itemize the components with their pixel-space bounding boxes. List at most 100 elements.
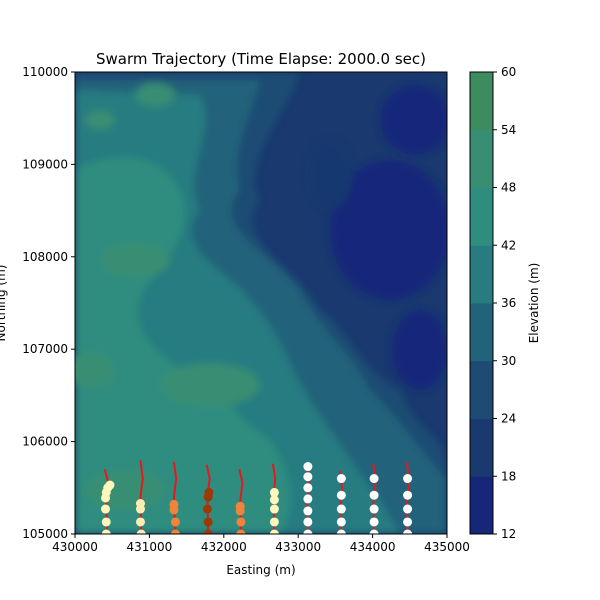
agent-marker <box>303 494 313 504</box>
colorbar-band <box>470 360 493 419</box>
agent-marker <box>369 517 379 527</box>
colorbar-label: Elevation (m) <box>527 263 541 344</box>
colorbar-tick-label: 12 <box>501 527 516 541</box>
agent-marker <box>369 529 379 534</box>
y-tick-label: 108000 <box>22 250 68 264</box>
trajectory-line <box>139 459 144 534</box>
y-tick-label: 105000 <box>22 527 68 541</box>
agent-marker <box>202 504 212 514</box>
agent-marker <box>204 487 214 497</box>
agent-marker <box>303 517 313 527</box>
agent-marker <box>236 517 246 527</box>
colorbar-band <box>470 303 493 362</box>
agent-marker <box>203 517 213 527</box>
agent-marker <box>269 487 279 497</box>
colorbar-band <box>470 187 493 246</box>
agent-marker <box>369 504 379 514</box>
contour-peak-4 <box>85 470 165 510</box>
colorbar-band <box>470 245 493 304</box>
colorbar-bands <box>470 72 493 535</box>
agent-marker <box>403 490 413 500</box>
agent-marker <box>403 504 413 514</box>
contour-low-3 <box>392 310 447 390</box>
contour-peak-5 <box>85 110 115 130</box>
agent-marker <box>235 501 245 511</box>
contour-peak-1 <box>160 363 260 407</box>
agent-marker <box>136 529 146 534</box>
colorbar: 12 18 24 30 36 42 48 54 60 Elevation (m) <box>469 65 541 541</box>
agent-marker <box>303 529 313 534</box>
colorbar-band <box>470 129 493 188</box>
trajectory-line <box>205 464 211 534</box>
y-tick-label: 106000 <box>22 435 68 449</box>
y-axis-label: Northing (m) <box>0 265 8 342</box>
plot-area <box>75 72 447 534</box>
agent-marker <box>101 529 111 534</box>
colorbar-band <box>470 418 493 477</box>
colorbar-ticks: 12 18 24 30 36 42 48 54 60 <box>493 65 516 541</box>
agent-marker <box>105 480 115 490</box>
plot-frame <box>74 71 448 535</box>
y-tick-label: 109000 <box>22 157 68 171</box>
agent-marker <box>135 517 145 527</box>
elevation-contours <box>75 72 447 534</box>
agent-marker <box>135 499 145 509</box>
contour-peak-2 <box>100 242 170 278</box>
x-tick-label: 433000 <box>275 540 321 554</box>
x-tick-label: 430000 <box>52 540 98 554</box>
agent-marker <box>101 517 111 527</box>
y-tick-label: 107000 <box>22 342 68 356</box>
agent-marker <box>336 474 346 484</box>
colorbar-tick-label: 36 <box>501 296 516 310</box>
agent-marker <box>336 504 346 514</box>
agent-marker <box>303 472 313 482</box>
agent-marker <box>236 529 246 534</box>
agent-marker <box>101 504 111 514</box>
x-axis-ticks: 430000 431000 432000 433000 434000 435000 <box>52 534 470 554</box>
contour-peak-3 <box>75 352 115 388</box>
x-axis-label: Easting (m) <box>226 563 295 577</box>
colorbar-tick-label: 48 <box>501 181 516 195</box>
agent-marker <box>203 529 213 534</box>
agent-marker <box>369 490 379 500</box>
agent-marker <box>269 504 279 514</box>
agent-marker <box>403 474 413 484</box>
agent-marker <box>336 529 346 534</box>
colorbar-tick-label: 54 <box>501 123 516 137</box>
agent-marker <box>269 529 279 534</box>
agent-marker <box>169 499 179 509</box>
colorbar-tick-label: 30 <box>501 354 516 368</box>
agent-marker <box>303 462 313 472</box>
agent-marker <box>170 517 180 527</box>
x-tick-label: 431000 <box>126 540 172 554</box>
agent-marker <box>403 529 413 534</box>
x-tick-label: 435000 <box>424 540 470 554</box>
agent-marker <box>269 517 279 527</box>
colorbar-tick-label: 42 <box>501 238 516 252</box>
agent-marker <box>403 517 413 527</box>
y-tick-label: 110000 <box>22 65 68 79</box>
y-axis-ticks: 105000 106000 107000 108000 109000 110000 <box>22 65 75 541</box>
agent-marker <box>336 517 346 527</box>
colorbar-band <box>470 476 493 535</box>
agent-marker <box>369 474 379 484</box>
agent-marker <box>269 495 279 505</box>
agent-marker <box>303 506 313 516</box>
swarm-agents <box>101 462 413 534</box>
contour-peak-6 <box>135 83 175 107</box>
contour-low-1 <box>330 160 447 300</box>
contour-low-2 <box>380 85 447 155</box>
chart-title: Swarm Trajectory (Time Elapse: 2000.0 se… <box>96 50 426 68</box>
colorbar-tick-label: 18 <box>501 469 516 483</box>
trajectory-line <box>172 461 178 534</box>
colorbar-band <box>470 72 493 131</box>
x-tick-label: 432000 <box>201 540 247 554</box>
x-tick-label: 434000 <box>350 540 396 554</box>
trajectory-line <box>271 463 277 534</box>
colorbar-tick-label: 24 <box>501 412 516 426</box>
colorbar-tick-label: 60 <box>501 65 516 79</box>
agent-marker <box>336 490 346 500</box>
contour-low-4 <box>308 140 352 210</box>
agent-marker <box>303 483 313 493</box>
